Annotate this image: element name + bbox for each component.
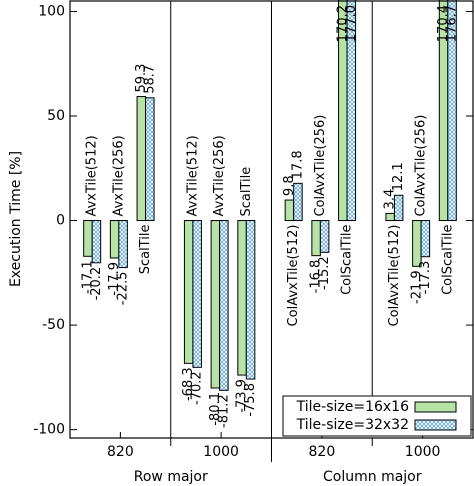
group-label: 820 bbox=[309, 444, 336, 460]
value-label: 170.2 bbox=[335, 5, 350, 42]
value-label: 177.0 bbox=[344, 5, 359, 42]
category-label: ColScalTile bbox=[340, 225, 355, 295]
category-label: AvxTile(256) bbox=[111, 135, 126, 216]
y-tick-label: 0 bbox=[56, 213, 65, 229]
value-label: -17.9 bbox=[107, 262, 122, 296]
bar bbox=[346, 0, 357, 222]
value-label: 176.7 bbox=[445, 5, 460, 42]
bar bbox=[420, 220, 431, 258]
value-label: -70.2 bbox=[190, 371, 205, 405]
value-label: -80.1 bbox=[208, 392, 223, 426]
category-label: ColAvxTile(256) bbox=[313, 115, 328, 217]
group-label: 1000 bbox=[203, 444, 239, 460]
bar bbox=[219, 220, 229, 391]
value-label: -68.3 bbox=[181, 367, 196, 401]
value-label: -81.2 bbox=[216, 394, 231, 428]
bar bbox=[393, 194, 404, 222]
bar bbox=[447, 0, 457, 222]
category-label: ScalTile bbox=[239, 167, 254, 217]
bar bbox=[284, 199, 295, 222]
value-label: 3.4 bbox=[383, 189, 398, 210]
category-label: AvxTile(512) bbox=[185, 135, 200, 216]
value-label: -75.8 bbox=[243, 383, 258, 417]
value-label: -21.9 bbox=[409, 270, 424, 304]
value-label: -15.2 bbox=[317, 256, 332, 290]
value-label: -17.3 bbox=[418, 261, 433, 295]
legend: Tile-size=16x16 Tile-size=32x32 bbox=[282, 395, 472, 437]
value-label: -20.2 bbox=[89, 267, 104, 301]
category-label: ColAvxTile(512) bbox=[387, 225, 402, 327]
bar bbox=[145, 97, 155, 222]
value-label: 17.8 bbox=[290, 150, 305, 179]
category-label: ColScalTile bbox=[440, 225, 455, 295]
category-label: AvxTile(512) bbox=[85, 135, 100, 216]
bar bbox=[136, 96, 147, 222]
y-tick-label: -100 bbox=[33, 422, 65, 438]
bar bbox=[319, 220, 330, 253]
bar bbox=[293, 182, 303, 222]
category-label: ScalTile bbox=[138, 225, 153, 275]
bar bbox=[237, 220, 247, 376]
value-label: -73.9 bbox=[235, 379, 250, 413]
value-label: -17.1 bbox=[80, 260, 95, 294]
value-label: 170.4 bbox=[436, 5, 451, 42]
supergroup-label: Column major bbox=[323, 469, 422, 485]
bars bbox=[83, 0, 457, 391]
bar bbox=[109, 220, 120, 259]
category-label: ColAvxTile(512) bbox=[286, 225, 301, 327]
category-label: AvxTile(256) bbox=[212, 135, 227, 216]
bar bbox=[245, 220, 256, 380]
value-label: 58.7 bbox=[142, 65, 157, 94]
bar bbox=[311, 220, 321, 257]
value-label: 12.1 bbox=[391, 162, 406, 191]
bar bbox=[210, 220, 221, 389]
legend-swatch bbox=[414, 401, 457, 413]
bar bbox=[192, 220, 202, 368]
bar bbox=[385, 212, 395, 222]
group-label: 1000 bbox=[405, 444, 441, 460]
legend-label: Tile-size=32x32 bbox=[296, 417, 409, 433]
bar bbox=[183, 220, 194, 364]
legend-label: Tile-size=16x16 bbox=[296, 399, 409, 415]
value-label: -16.8 bbox=[309, 260, 324, 294]
group-label: 820 bbox=[107, 444, 134, 460]
value-label: 59.3 bbox=[134, 64, 149, 93]
category-label: ColAvxTile(256) bbox=[414, 115, 429, 217]
y-tick-label: 50 bbox=[47, 108, 65, 124]
legend-swatch bbox=[414, 419, 457, 431]
bar bbox=[412, 220, 422, 267]
bar bbox=[83, 220, 93, 257]
bar bbox=[91, 220, 102, 264]
y-tick-label: 100 bbox=[38, 3, 65, 19]
y-tick-label: -50 bbox=[42, 317, 65, 333]
value-label: 9.8 bbox=[282, 175, 297, 196]
y-axis-label: Execution Time [%] bbox=[8, 151, 24, 287]
bar bbox=[118, 220, 128, 269]
value-label: -22.5 bbox=[116, 272, 131, 306]
supergroup-label: Row major bbox=[134, 469, 208, 485]
